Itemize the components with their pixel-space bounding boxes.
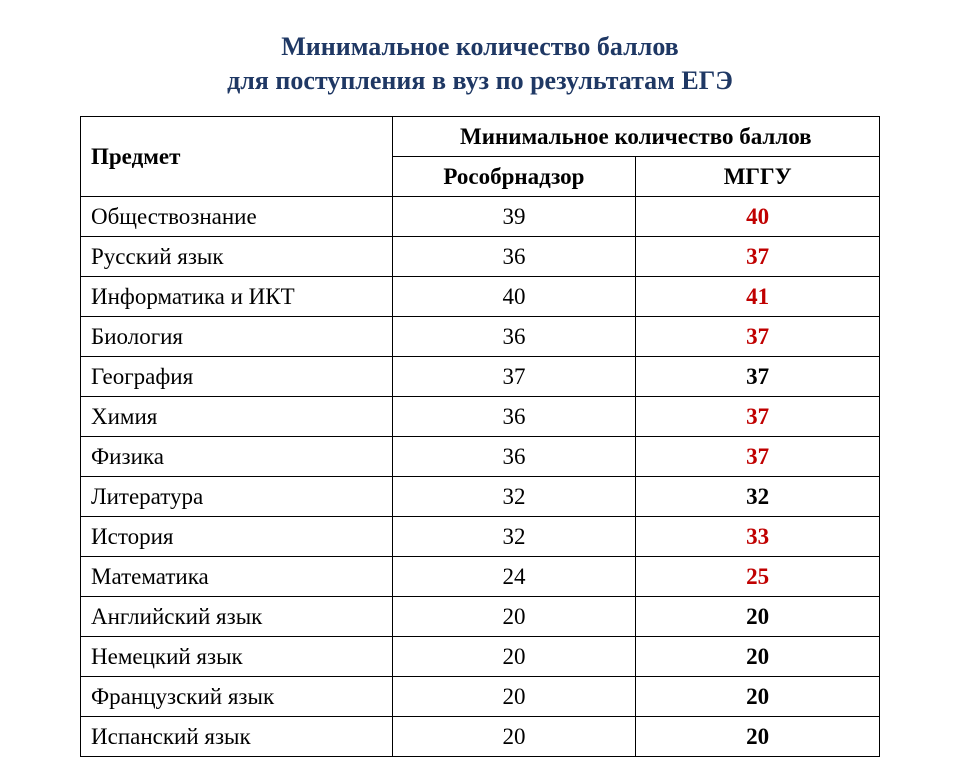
title-line-2: для поступления в вуз по результатам ЕГЭ <box>227 66 733 95</box>
cell-col2: 41 <box>636 276 880 316</box>
cell-col2: 20 <box>636 637 880 677</box>
header-col1: Рособрнадзор <box>392 156 636 196</box>
cell-col2: 33 <box>636 517 880 557</box>
cell-col2: 25 <box>636 557 880 597</box>
cell-col1: 24 <box>392 557 636 597</box>
header-col2: МГГУ <box>636 156 880 196</box>
cell-col1: 20 <box>392 637 636 677</box>
table-row: Английский язык2020 <box>81 597 880 637</box>
title-line-1: Минимальное количество баллов <box>281 32 678 61</box>
cell-col1: 20 <box>392 677 636 717</box>
header-subject: Предмет <box>81 116 393 196</box>
cell-col2: 20 <box>636 597 880 637</box>
table-row: Обществознание3940 <box>81 196 880 236</box>
cell-subject: География <box>81 356 393 396</box>
cell-subject: Испанский язык <box>81 717 393 757</box>
table-row: Химия3637 <box>81 396 880 436</box>
cell-col2: 37 <box>636 236 880 276</box>
cell-col1: 36 <box>392 236 636 276</box>
table-row: География3737 <box>81 356 880 396</box>
cell-col2: 32 <box>636 477 880 517</box>
cell-col1: 36 <box>392 396 636 436</box>
header-scores-group: Минимальное количество баллов <box>392 116 879 156</box>
cell-subject: История <box>81 517 393 557</box>
cell-col2: 20 <box>636 677 880 717</box>
cell-col1: 32 <box>392 517 636 557</box>
cell-col1: 37 <box>392 356 636 396</box>
cell-subject: Математика <box>81 557 393 597</box>
cell-col2: 37 <box>636 316 880 356</box>
table-row: Испанский язык2020 <box>81 717 880 757</box>
cell-subject: Информатика и ИКТ <box>81 276 393 316</box>
cell-subject: Английский язык <box>81 597 393 637</box>
cell-subject: Французский язык <box>81 677 393 717</box>
cell-subject: Физика <box>81 436 393 476</box>
cell-col2: 37 <box>636 436 880 476</box>
scores-table: Предмет Минимальное количество баллов Ро… <box>80 116 880 757</box>
cell-col2: 40 <box>636 196 880 236</box>
cell-subject: Биология <box>81 316 393 356</box>
table-row: Физика3637 <box>81 436 880 476</box>
table-row: Математика2425 <box>81 557 880 597</box>
table-row: Русский язык3637 <box>81 236 880 276</box>
cell-subject: Обществознание <box>81 196 393 236</box>
cell-subject: Химия <box>81 396 393 436</box>
cell-col1: 39 <box>392 196 636 236</box>
table-row: Биология3637 <box>81 316 880 356</box>
cell-col1: 36 <box>392 436 636 476</box>
cell-subject: Литература <box>81 477 393 517</box>
table-row: Литература3232 <box>81 477 880 517</box>
cell-col1: 32 <box>392 477 636 517</box>
table-row: Информатика и ИКТ4041 <box>81 276 880 316</box>
cell-col1: 40 <box>392 276 636 316</box>
cell-subject: Немецкий язык <box>81 637 393 677</box>
table-row: Французский язык2020 <box>81 677 880 717</box>
cell-col2: 37 <box>636 356 880 396</box>
cell-col2: 37 <box>636 396 880 436</box>
table-row: Немецкий язык2020 <box>81 637 880 677</box>
table-row: История3233 <box>81 517 880 557</box>
cell-col2: 20 <box>636 717 880 757</box>
page-title: Минимальное количество баллов для поступ… <box>80 30 880 98</box>
cell-col1: 20 <box>392 597 636 637</box>
cell-subject: Русский язык <box>81 236 393 276</box>
cell-col1: 36 <box>392 316 636 356</box>
cell-col1: 20 <box>392 717 636 757</box>
